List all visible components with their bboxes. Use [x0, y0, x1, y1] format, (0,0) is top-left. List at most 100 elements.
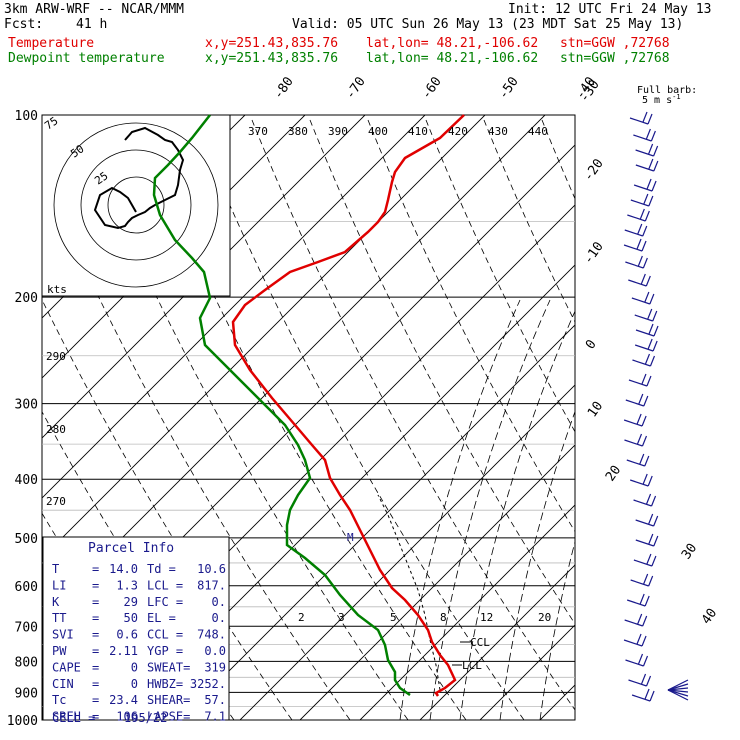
dry-adiabat [425, 119, 575, 433]
legend-temperature-latlon: lat,lon= 48.21,-106.62 [366, 36, 539, 51]
parcel-key2: SWEAT= [147, 660, 190, 674]
isotherm-label--80: -80 [271, 74, 297, 102]
parcel-value2: 3252. [190, 677, 226, 691]
parcel-key: Tc [52, 693, 66, 707]
dry-adiabat [483, 119, 575, 323]
dewpoint-trace [152, 114, 411, 697]
wind-barb-label-line1: Full barb: [637, 85, 697, 96]
parcel-key2: EL = [147, 611, 176, 625]
parcel-eq: = [92, 562, 99, 576]
wind-barb [625, 393, 649, 407]
forecast-label: Fcst: [4, 17, 44, 32]
dry-adiabat [367, 119, 575, 533]
parcel-key: CIN [52, 677, 74, 691]
isotherm [42, 115, 426, 499]
dry-adiabat [600, 120, 740, 720]
theta-label-410: 410 [408, 125, 428, 138]
hodograph: 75 50 25 [42, 115, 219, 288]
moist-adiabat [429, 299, 551, 720]
parcel-value2: 7.1 [204, 710, 226, 724]
wind-barb [629, 111, 653, 125]
legend-dewpoint-xy: x,y=251.43,835.76 [205, 51, 339, 66]
pressure-label-500: 500 [15, 532, 38, 547]
parcel-value: 23.4 [109, 693, 138, 707]
theta-label-390: 390 [328, 125, 348, 138]
left-label-280: 280 [46, 423, 66, 436]
parcel-key2: Td = [147, 562, 176, 576]
wind-barb-surface [667, 689, 689, 701]
wind-barb [634, 338, 658, 352]
isotherm [479, 624, 575, 720]
wind-barb [628, 373, 652, 387]
legend-temperature-xy: x,y=251.43,835.76 [205, 36, 339, 51]
wind-barb [626, 593, 650, 607]
isotherm-label-30: 30 [679, 541, 700, 562]
parcel-value: 1.3 [116, 578, 138, 592]
parcel-value2: 0.0 [204, 644, 226, 658]
isotherm [0, 115, 5, 720]
isotherm [359, 504, 575, 720]
wind-barb [633, 553, 657, 567]
hodograph-ring-75 [53, 122, 219, 288]
wind-barb [623, 238, 647, 252]
wind-barb [626, 453, 650, 467]
wind-barb [623, 413, 647, 427]
parcel-key: CAPE [52, 660, 81, 674]
isotherm-label--70: -70 [343, 74, 369, 102]
isotherm-label-20: 20 [603, 463, 624, 484]
legend-dewpoint-name: Dewpoint temperature [8, 51, 165, 66]
wind-barb [635, 513, 659, 527]
wind-barb [630, 473, 653, 487]
wind-barb-surface [667, 679, 689, 691]
parcel-key: TT [52, 611, 66, 625]
mixing-ratio-label-12: 12 [480, 611, 493, 624]
wind-barb [631, 688, 655, 702]
mixing-ratio-label-2: 2 [298, 611, 305, 624]
isotherm-label--50: -50 [496, 74, 522, 102]
wind-barb-label-line2: 5 m s-1 [642, 93, 681, 106]
isotherm-label-10: 10 [585, 399, 606, 420]
dry-adiabat [42, 298, 293, 720]
wind-barb [634, 308, 658, 322]
parcel-key2: LCL = [147, 578, 183, 592]
parcel-value2: 0. [212, 611, 226, 625]
cell-label: CELL = [52, 711, 95, 725]
wind-barbs [623, 111, 689, 702]
dry-adiabat [658, 120, 740, 720]
wind-barb [625, 653, 649, 667]
parcel-key: SREH [52, 710, 81, 724]
wind-barb [624, 613, 648, 627]
isotherm [179, 324, 575, 720]
isotherm [42, 115, 366, 439]
isotherm [660, 115, 740, 720]
wind-barb [633, 178, 657, 192]
wind-barb-surface [667, 689, 689, 693]
parcel-value: 0 [131, 660, 138, 674]
hodograph-ring-label-50: 50 [68, 142, 86, 160]
wind-barb [627, 208, 650, 222]
parcel-value: 0.6 [116, 628, 138, 642]
theta-label-430: 430 [488, 125, 508, 138]
parcel-eq: = [92, 660, 99, 674]
isobar-lines [42, 115, 575, 720]
mixing-ratio-label-8: 8 [440, 611, 447, 624]
parcel-eq: = [92, 595, 99, 609]
pressure-label-800: 800 [15, 655, 38, 670]
parcel-key2: SHEAR= [147, 693, 190, 707]
parcel-key: T [52, 562, 59, 576]
parcel-eq: = [92, 677, 99, 691]
parcel-value2: 57. [204, 693, 226, 707]
moist-adiabat [399, 299, 521, 720]
moist-adiabat-lines [399, 299, 575, 720]
parcel-info-panel [42, 536, 230, 721]
isotherm-label--10: -10 [581, 239, 607, 267]
parcel-key2: LAPSE= [147, 710, 190, 724]
mixing-ratio-label-20: 20 [538, 611, 551, 624]
parcel-value2: 10.6 [197, 562, 226, 576]
parcel-key2: YGP = [147, 644, 183, 658]
parcel-key2: LFC = [147, 595, 183, 609]
parcel-value2: 319 [204, 660, 226, 674]
parcel-key: PW [52, 644, 67, 658]
wind-barb [633, 493, 657, 507]
